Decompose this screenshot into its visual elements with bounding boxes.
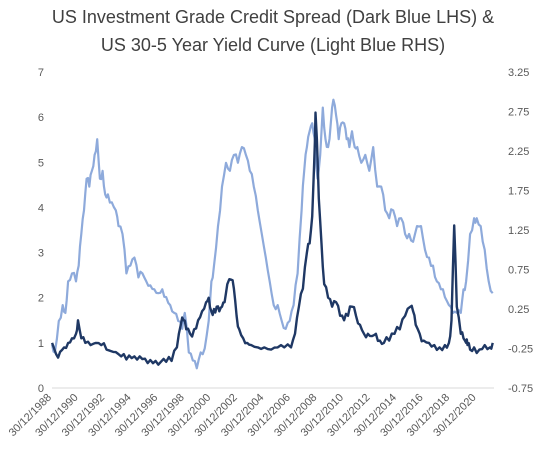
- right-tick-label: 0.75: [508, 265, 529, 277]
- left-tick-label: 3: [38, 248, 44, 260]
- left-tick-label: 2: [38, 293, 44, 305]
- chart-title: US Investment Grade Credit Spread (Dark …: [51, 7, 495, 27]
- right-tick-label: 1.25: [508, 225, 529, 237]
- chart-subtitle: US 30-5 Year Yield Curve (Light Blue RHS…: [100, 35, 446, 55]
- left-tick-label: 6: [38, 112, 44, 124]
- right-tick-label: 0.25: [508, 304, 529, 316]
- right-tick-label: 3.25: [508, 67, 529, 79]
- right-tick-label: 2.25: [508, 146, 529, 158]
- right-tick-label: 2.75: [508, 107, 529, 119]
- series-line-credit-spread: [50, 111, 494, 366]
- left-tick-label: 0: [38, 383, 44, 395]
- right-tick-label: -0.25: [508, 344, 533, 356]
- left-tick-label: 4: [38, 202, 44, 214]
- right-tick-label: -0.75: [508, 383, 533, 395]
- series-line-yield-curve: [51, 98, 494, 370]
- left-tick-label: 5: [38, 157, 44, 169]
- right-tick-label: 1.75: [508, 186, 529, 198]
- left-tick-label: 7: [38, 67, 44, 79]
- left-tick-label: 1: [38, 338, 44, 350]
